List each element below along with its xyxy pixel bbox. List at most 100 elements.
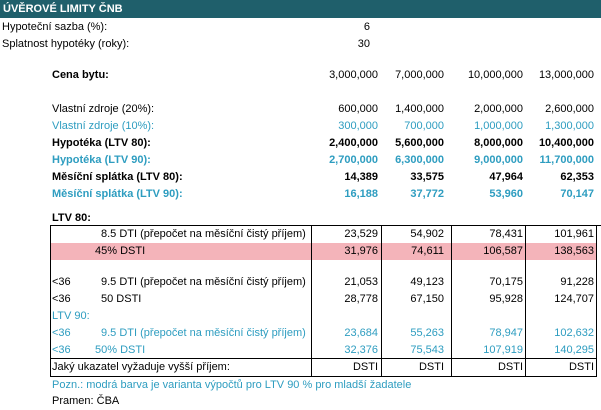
payment-ltv90-row: Měsíční splátka (LTV 90): 16,188 37,772 … — [0, 186, 601, 203]
cell: DSTI — [568, 361, 594, 373]
cell: 1,300,000 — [545, 120, 594, 132]
cell: 700,000 — [404, 120, 444, 132]
cell: 600,000 — [338, 103, 378, 115]
row-label: Vlastní zdroje (10%): — [52, 120, 155, 132]
cell: 300,000 — [338, 120, 378, 132]
cell: 101,961 — [554, 228, 594, 240]
ltv90-dti-row: <36 9.5 DTI (přepočet na měsíční čistý p… — [0, 325, 601, 342]
grid-line — [451, 225, 452, 377]
summary-label: Jaký ukazatel vyžaduje vyšší příjem: — [52, 361, 230, 373]
cell: DSTI — [418, 361, 444, 373]
age-prefix: <36 — [52, 344, 71, 356]
cell: 70,175 — [489, 276, 523, 288]
row-label: Hypotéka (LTV 90): — [52, 154, 151, 166]
cell: 6,300,000 — [395, 154, 444, 166]
cell: 91,228 — [560, 276, 594, 288]
ltv80-dti-row: 8.5 DTI (přepočet na měsíční čistý příje… — [0, 226, 601, 243]
grid-line — [311, 225, 312, 377]
ltv80-top-rule — [50, 225, 601, 226]
row-label: Hypotéka (LTV 80): — [52, 137, 151, 149]
cell: 78,431 — [489, 228, 523, 240]
rate-label: Hypoteční sazba (%): — [2, 21, 108, 33]
grid-line — [525, 225, 526, 377]
cell: 53,960 — [489, 188, 523, 200]
term-value: 30 — [357, 38, 370, 50]
row-label: Měsíční splátka (LTV 90): — [52, 188, 183, 200]
cell: 74,611 — [411, 245, 444, 257]
cell: 11,700,000 — [539, 154, 594, 166]
cell: 138,563 — [554, 245, 594, 257]
cell: 14,389 — [344, 171, 378, 183]
cell: 62,353 — [560, 171, 594, 183]
grid-line — [596, 225, 597, 377]
mortgage-ltv90-row: Hypotéka (LTV 90): 2,700,000 6,300,000 9… — [0, 152, 601, 169]
equity-10-row: Vlastní zdroje (10%): 300,000 700,000 1,… — [0, 118, 601, 135]
price-value: 3,000,000 — [329, 69, 378, 81]
cell: 37,772 — [410, 188, 444, 200]
cell: 8,000,000 — [474, 137, 523, 149]
price-value: 13,000,000 — [538, 69, 594, 81]
rate-row: Hypoteční sazba (%): 6 — [0, 19, 601, 36]
row-label: Měsíční splátka (LTV 80): — [52, 171, 183, 183]
ltv90-dsti-row: <36 50% DSTI 32,376 75,543 107,919 140,2… — [0, 342, 601, 359]
summary-row: Jaký ukazatel vyžaduje vyšší příjem: DST… — [0, 359, 601, 376]
cell: 95,928 — [489, 293, 523, 305]
cell: 1,000,000 — [474, 120, 523, 132]
cell: 55,263 — [410, 327, 444, 339]
payment-ltv80-row: Měsíční splátka (LTV 80): 14,389 33,575 … — [0, 169, 601, 186]
mortgage-ltv80-row: Hypotéka (LTV 80): 2,400,000 5,600,000 8… — [0, 135, 601, 152]
row-label: Vlastní zdroje (20%): — [52, 103, 155, 115]
price-value: 7,000,000 — [395, 69, 444, 81]
summary-top-rule — [50, 358, 597, 359]
rate-value: 6 — [363, 21, 370, 33]
age-prefix: <36 — [52, 276, 71, 288]
cell: 16,188 — [344, 188, 378, 200]
cell: 67,150 — [410, 293, 444, 305]
age-prefix: <36 — [52, 293, 71, 305]
cell: 102,632 — [554, 327, 594, 339]
cell: 75,543 — [410, 344, 444, 356]
ltv80-heading: LTV 80: — [52, 212, 91, 224]
table-title: ÚVĚROVÉ LIMITY ČNB — [0, 0, 601, 18]
cell: 78,947 — [489, 327, 523, 339]
cell: 23,529 — [344, 228, 378, 240]
cell: 1,400,000 — [395, 103, 444, 115]
cell: 2,700,000 — [329, 154, 378, 166]
row-label: 50% DSTI — [95, 344, 146, 356]
cell: 10,400,000 — [538, 137, 594, 149]
cell: 21,053 — [344, 276, 378, 288]
cell: 2,600,000 — [545, 103, 594, 115]
ltv80-heading-row: LTV 80: — [0, 210, 601, 227]
ltv80-dsti-row: 45% DSTI 31,976 74,611 106,587 138,563 — [50, 243, 597, 260]
cell: 5,600,000 — [395, 137, 444, 149]
price-value: 10,000,000 — [467, 69, 523, 81]
cell: 2,400,000 — [329, 137, 378, 149]
cell: 49,123 — [410, 276, 444, 288]
cell: DSTI — [352, 361, 378, 373]
cell: 106,587 — [483, 245, 523, 257]
cell: 23,684 — [344, 327, 378, 339]
cell: 54,902 — [410, 228, 444, 240]
row-label: 45% DSTI — [95, 245, 146, 257]
price-row: Cena bytu: 3,000,000 7,000,000 10,000,00… — [0, 67, 601, 84]
age-prefix: <36 — [52, 327, 71, 339]
equity-20-row: Vlastní zdroje (20%): 600,000 1,400,000 … — [0, 101, 601, 118]
cell: 2,000,000 — [474, 103, 523, 115]
cell: DSTI — [497, 361, 523, 373]
cell: 33,575 — [410, 171, 444, 183]
row-label: 9.5 DTI (přepočet na měsíční čistý příje… — [101, 276, 306, 288]
note: Pozn.: modrá barva je varianta výpočtů p… — [52, 379, 412, 391]
note-row: Pozn.: modrá barva je varianta výpočtů p… — [0, 377, 601, 394]
row-label: 50 DSTI — [101, 293, 142, 305]
row-label: 8.5 DTI (přepočet na měsíční čistý příje… — [101, 228, 306, 240]
ltv80-young-dsti-row: <36 50 DSTI 28,778 67,150 95,928 124,707 — [0, 291, 601, 308]
cell: 47,964 — [489, 171, 523, 183]
cell: 124,707 — [554, 293, 594, 305]
ltv90-heading-row: LTV 90: — [0, 308, 601, 325]
source: Pramen: ČBA — [52, 395, 120, 407]
cell: 107,919 — [483, 344, 523, 356]
row-label: 9.5 DTI (přepočet na měsíční čistý příje… — [101, 327, 306, 339]
ltv90-heading: LTV 90: — [52, 310, 90, 322]
cell: 140,295 — [554, 344, 594, 356]
ltv80-young-dti-row: <36 9.5 DTI (přepočet na měsíční čistý p… — [0, 274, 601, 291]
